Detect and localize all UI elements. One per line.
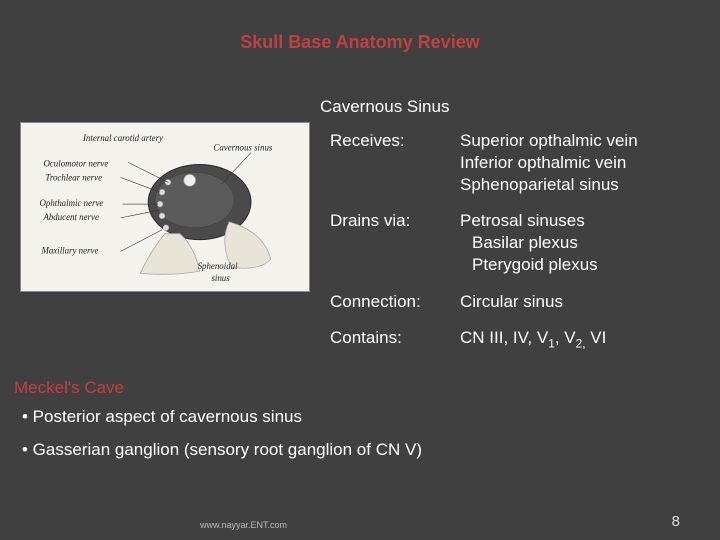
svg-text:Trochlear nerve: Trochlear nerve — [45, 172, 102, 182]
svg-text:Cavernous sinus: Cavernous sinus — [213, 143, 272, 153]
row-value: Superior opthalmic veinInferior opthalmi… — [460, 130, 638, 196]
svg-text:Oculomotor nerve: Oculomotor nerve — [43, 158, 108, 168]
section-heading: Meckel's Cave — [14, 378, 124, 398]
info-table: Receives:Superior opthalmic veinInferior… — [330, 130, 638, 366]
svg-text:Maxillary nerve: Maxillary nerve — [40, 245, 98, 255]
row-value: Circular sinus — [460, 291, 563, 313]
svg-text:Sphenoidal: Sphenoidal — [198, 261, 238, 271]
svg-text:sinus: sinus — [211, 273, 230, 283]
bullet-item: • Posterior aspect of cavernous sinus — [22, 406, 422, 429]
table-row: Receives:Superior opthalmic veinInferior… — [330, 130, 638, 196]
row-value: CN III, IV, V1, V2, VI — [460, 327, 606, 352]
footer-url: www.nayyar.ENT.com — [200, 520, 287, 530]
table-row: Connection:Circular sinus — [330, 291, 638, 313]
svg-text:Ophthalmic nerve: Ophthalmic nerve — [39, 198, 103, 208]
bullet-list: • Posterior aspect of cavernous sinus • G… — [22, 406, 422, 472]
row-label: Connection: — [330, 291, 460, 313]
svg-text:Abducent nerve: Abducent nerve — [42, 212, 99, 222]
row-label: Contains: — [330, 327, 460, 352]
subtitle: Cavernous Sinus — [320, 97, 449, 117]
slide-number: 8 — [672, 513, 680, 530]
anatomy-diagram: Internal carotid artery Oculomotor nerve T… — [20, 122, 310, 292]
bullet-item: • Gasserian ganglion (sensory root gangl… — [22, 439, 422, 462]
row-label: Drains via: — [330, 210, 460, 276]
table-row: Drains via:Petrosal sinusesBasilar plexu… — [330, 210, 638, 276]
table-row: Contains:CN III, IV, V1, V2, VI — [330, 327, 638, 352]
page-title: Skull Base Anatomy Review — [0, 0, 720, 53]
svg-text:Internal carotid artery: Internal carotid artery — [82, 133, 163, 143]
row-value: Petrosal sinusesBasilar plexusPterygoid … — [460, 210, 598, 276]
row-label: Receives: — [330, 130, 460, 196]
